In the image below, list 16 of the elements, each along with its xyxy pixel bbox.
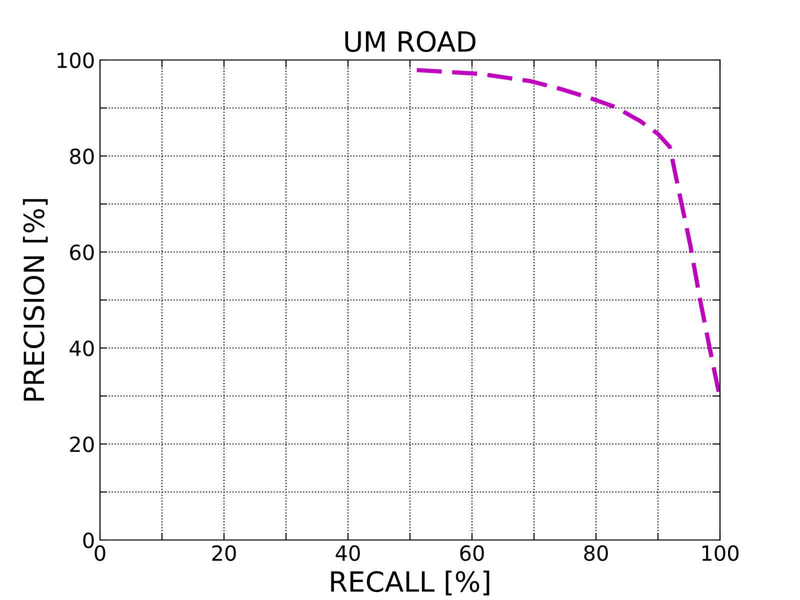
x-axis-title: RECALL [%] <box>331 570 490 596</box>
x-tick-label: 80 <box>584 545 608 561</box>
y-tick-label: 0 <box>83 532 94 548</box>
y-tick-label: 100 <box>58 52 94 68</box>
y-tick-label: 20 <box>70 436 94 452</box>
x-tick-label: 60 <box>460 545 484 561</box>
x-tick-label: 100 <box>702 545 738 561</box>
x-tick-label: 20 <box>212 545 236 561</box>
y-tick-label: 80 <box>70 148 94 164</box>
x-tick-label: 40 <box>336 545 360 561</box>
y-axis-title: PRECISION [%] <box>22 199 48 401</box>
y-tick-label: 40 <box>70 340 94 356</box>
line-series <box>414 68 720 394</box>
y-tick-label: 60 <box>70 244 94 260</box>
x-tick-label: 0 <box>94 545 106 561</box>
chart-title: UM ROAD <box>345 31 476 52</box>
